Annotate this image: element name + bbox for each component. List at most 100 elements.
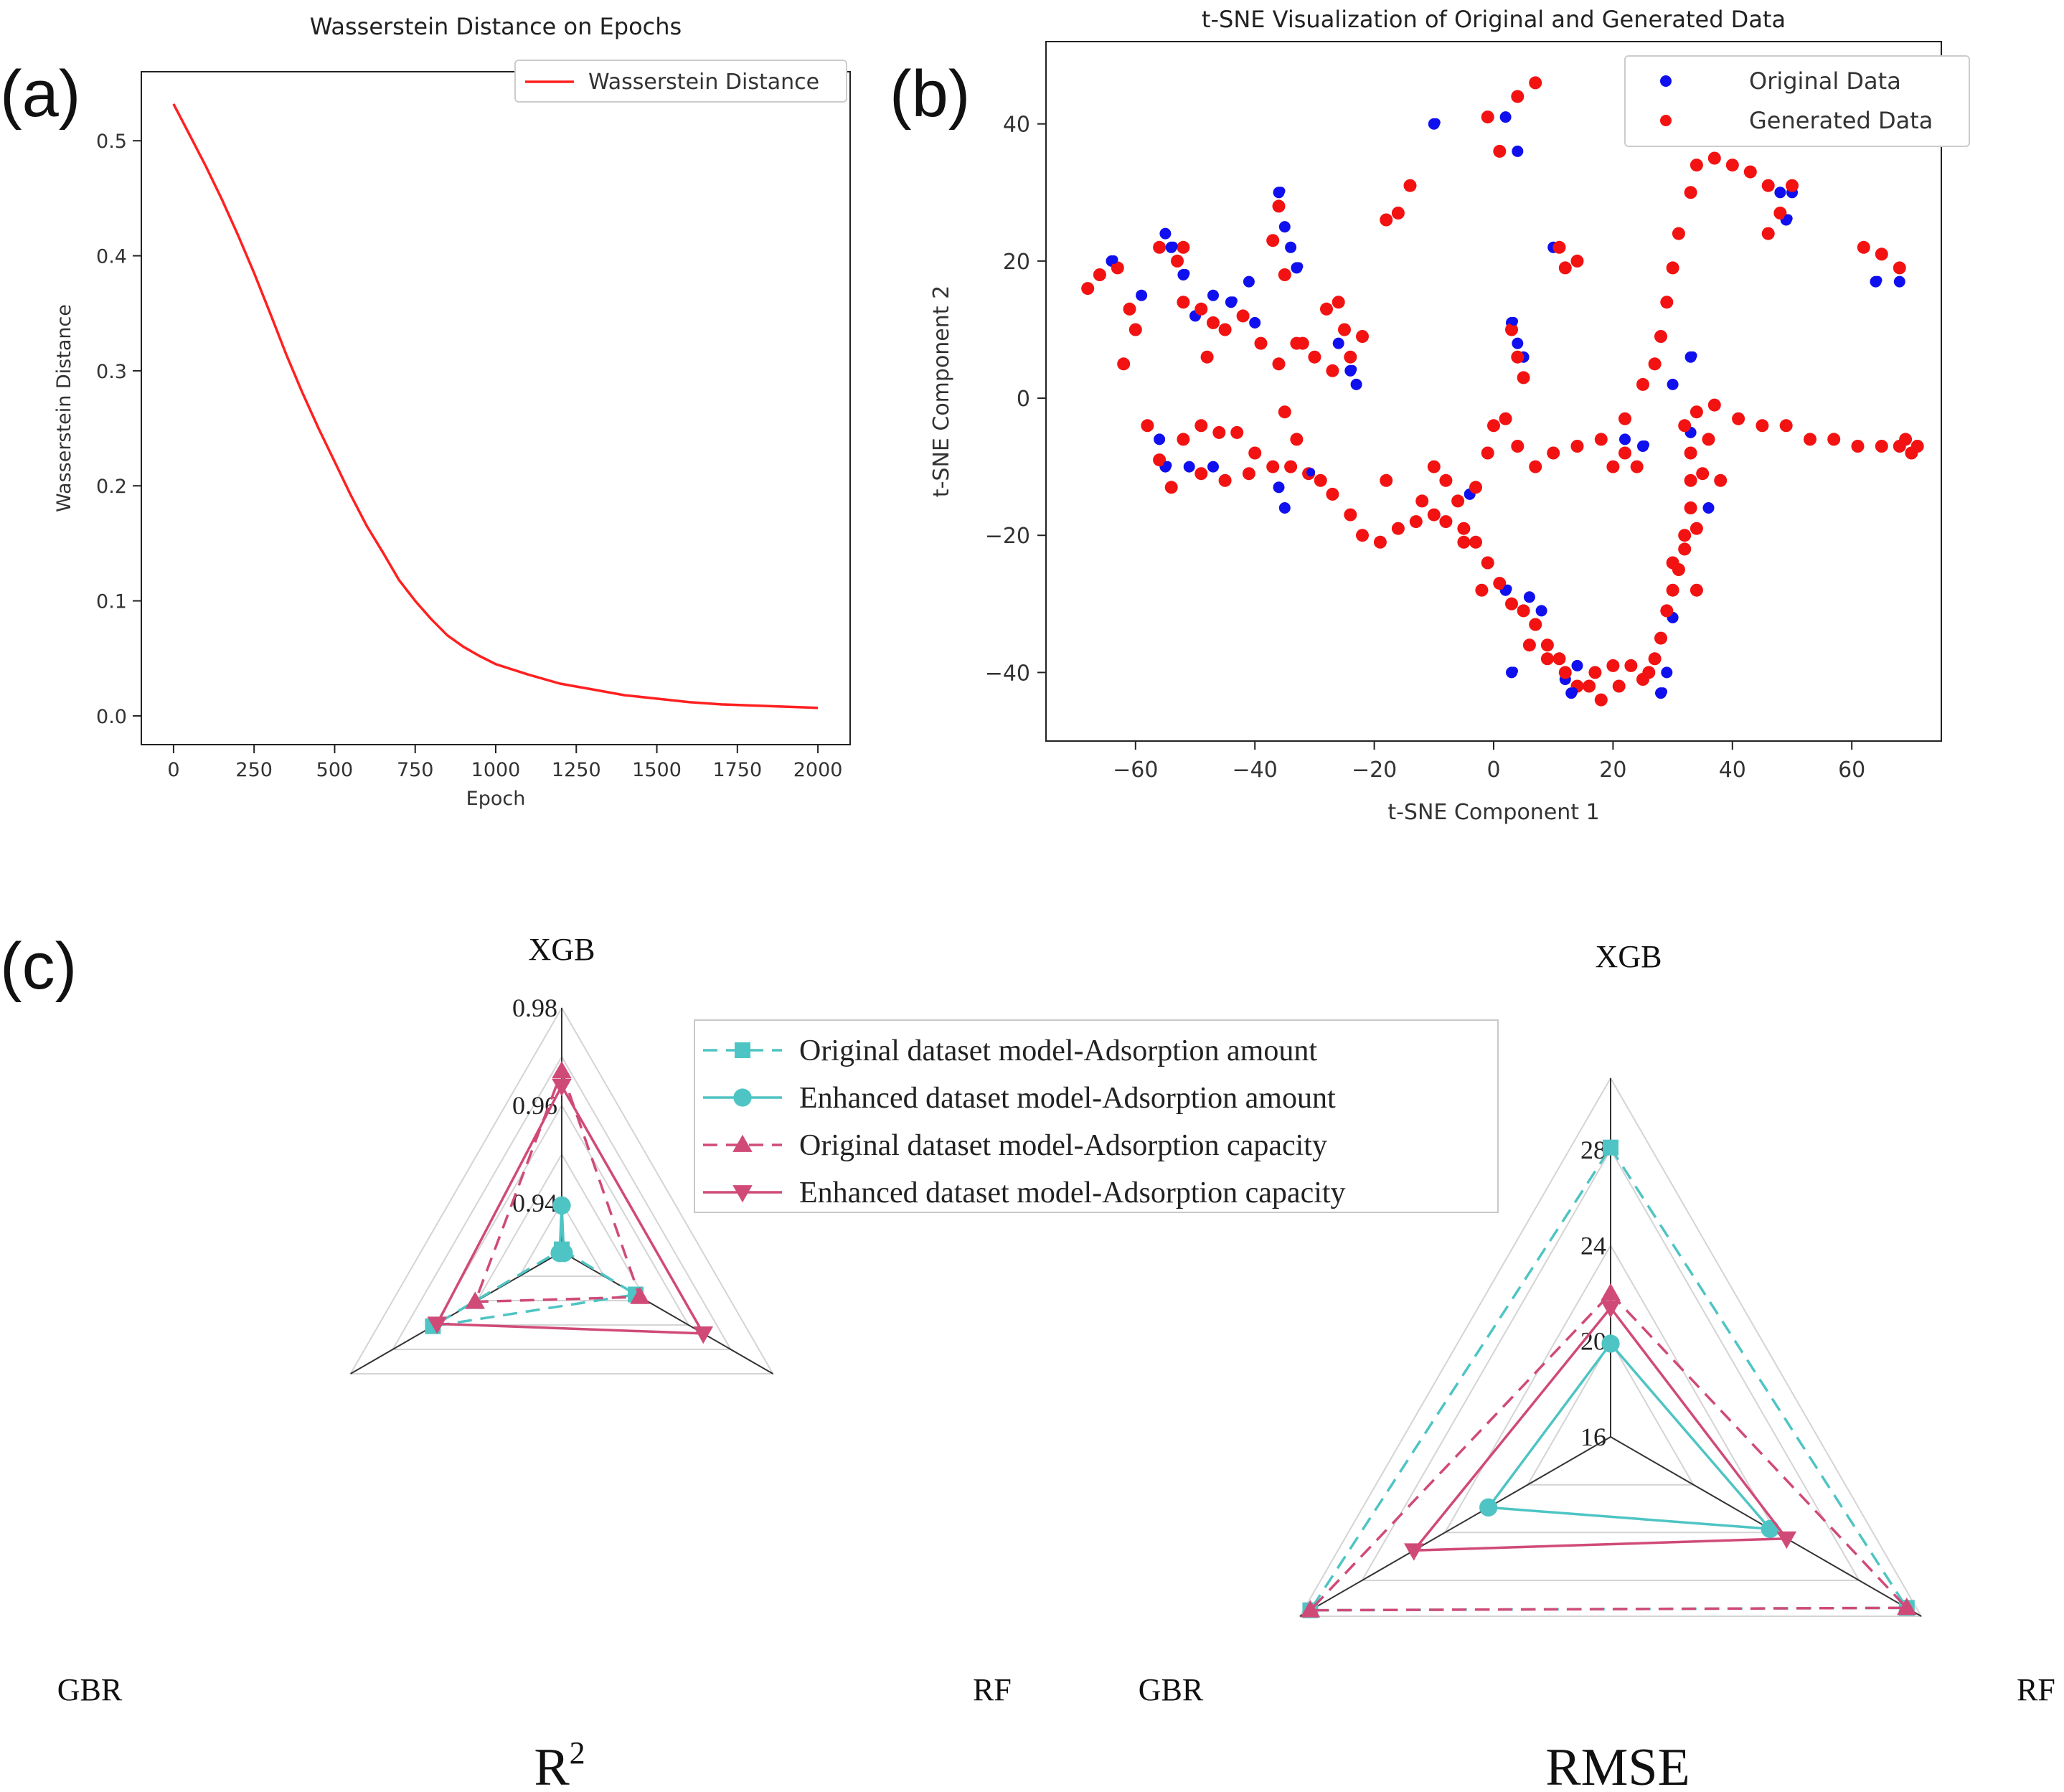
point-generated-data bbox=[1236, 309, 1250, 323]
legend-label: Enhanced dataset model-Adsorption amount bbox=[799, 1082, 1336, 1115]
radar-axis-label: GBR bbox=[1139, 1672, 1204, 1707]
point-generated-data bbox=[1200, 350, 1214, 364]
point-original-data bbox=[1169, 241, 1178, 250]
x-tick-label: 0 bbox=[1486, 758, 1500, 783]
point-original-data bbox=[1659, 687, 1667, 697]
point-generated-data bbox=[1511, 440, 1525, 453]
point-generated-data bbox=[1177, 296, 1190, 309]
point-generated-data bbox=[1338, 323, 1351, 336]
point-generated-data bbox=[1254, 336, 1268, 350]
point-generated-data bbox=[1177, 433, 1190, 446]
point-generated-data bbox=[1487, 419, 1500, 433]
point-original-data bbox=[1183, 461, 1195, 473]
point-generated-data bbox=[1171, 254, 1184, 268]
point-generated-data bbox=[1391, 522, 1405, 535]
radar-series-line bbox=[435, 1085, 705, 1335]
point-generated-data bbox=[1529, 460, 1542, 473]
point-generated-data bbox=[1690, 522, 1703, 535]
point-generated-data bbox=[1194, 419, 1208, 433]
marker-triangle-down bbox=[427, 1316, 448, 1334]
point-generated-data bbox=[1505, 597, 1518, 610]
point-generated-data bbox=[1618, 412, 1631, 425]
point-original-data bbox=[1535, 605, 1547, 617]
panel-label-b: (b) bbox=[890, 57, 970, 131]
legend-swatch-original-data bbox=[1660, 75, 1672, 87]
marker-triangle-down bbox=[1776, 1531, 1797, 1549]
point-generated-data bbox=[1666, 261, 1679, 275]
point-generated-data bbox=[1128, 323, 1142, 336]
y-axis-label: t-SNE Component 2 bbox=[929, 286, 954, 497]
point-generated-data bbox=[1266, 460, 1280, 473]
point-generated-data bbox=[1570, 254, 1584, 268]
point-generated-data bbox=[1654, 330, 1667, 343]
point-generated-data bbox=[1690, 583, 1703, 597]
point-generated-data bbox=[1164, 481, 1178, 494]
point-generated-data bbox=[1194, 467, 1208, 481]
point-generated-data bbox=[1451, 494, 1465, 508]
point-generated-data bbox=[1540, 638, 1554, 652]
y-axis-label: Wasserstein Distance bbox=[53, 304, 75, 512]
point-generated-data bbox=[1684, 501, 1697, 514]
point-generated-data bbox=[1380, 473, 1393, 487]
point-generated-data bbox=[1308, 350, 1321, 364]
point-original-data bbox=[1512, 145, 1524, 157]
point-generated-data bbox=[1678, 542, 1692, 556]
legend-label: Original dataset model-Adsorption amount bbox=[799, 1034, 1317, 1067]
point-generated-data bbox=[1475, 583, 1489, 597]
point-original-data bbox=[1873, 275, 1882, 285]
point-original-data bbox=[1278, 221, 1291, 233]
point-generated-data bbox=[1756, 419, 1769, 433]
point-original-data bbox=[1661, 666, 1673, 679]
point-generated-data bbox=[1326, 364, 1339, 377]
point-generated-data bbox=[1570, 440, 1584, 453]
point-generated-data bbox=[1284, 460, 1298, 473]
point-generated-data bbox=[1678, 529, 1692, 542]
point-generated-data bbox=[1725, 159, 1739, 172]
point-generated-data bbox=[1505, 323, 1518, 336]
point-generated-data bbox=[1761, 179, 1775, 192]
point-generated-data bbox=[1356, 330, 1369, 343]
marker-triangle-up bbox=[1601, 1283, 1621, 1301]
radar-grid-ring bbox=[391, 1055, 732, 1350]
radar-grid-ring bbox=[1299, 1076, 1923, 1617]
x-tick-label: 20 bbox=[1599, 758, 1626, 783]
point-generated-data bbox=[1481, 446, 1494, 460]
point-generated-data bbox=[1522, 638, 1536, 652]
x-axis-label: Epoch bbox=[466, 788, 526, 810]
legend-label-wasserstein: Wasserstein Distance bbox=[588, 70, 819, 95]
point-generated-data bbox=[1875, 247, 1888, 261]
marker-circle bbox=[550, 1244, 569, 1263]
chart-c-r2-radar: 0.94 0.96 0.98 XGB RF GBR R2 bbox=[57, 932, 1012, 1792]
y-tick-label: −20 bbox=[985, 524, 1030, 549]
point-generated-data bbox=[1690, 405, 1703, 419]
point-generated-data bbox=[1380, 213, 1393, 227]
point-original-data bbox=[1159, 227, 1172, 240]
point-generated-data bbox=[1290, 433, 1304, 446]
point-generated-data bbox=[1684, 473, 1697, 487]
chart-a-wasserstein: Wasserstein Distance on Epochs 0 250 500 750… bbox=[53, 13, 851, 810]
point-generated-data bbox=[1457, 522, 1471, 535]
point-original-data bbox=[1332, 337, 1344, 349]
radar-axis-label: GBR bbox=[57, 1672, 123, 1707]
point-generated-data bbox=[1194, 302, 1208, 316]
chart-title: t-SNE Visualization of Original and Gene… bbox=[1202, 6, 1786, 33]
point-generated-data bbox=[1403, 179, 1417, 192]
point-original-data bbox=[1702, 502, 1715, 514]
point-generated-data bbox=[1678, 419, 1692, 433]
point-generated-data bbox=[1827, 433, 1841, 446]
y-tick-label: 0.3 bbox=[96, 361, 127, 383]
radar-title-r2-sup: 2 bbox=[570, 1735, 585, 1770]
legend-box bbox=[514, 60, 847, 103]
point-generated-data bbox=[1511, 350, 1525, 364]
radar-grid-ring bbox=[518, 1202, 605, 1277]
point-generated-data bbox=[1278, 405, 1291, 419]
point-generated-data bbox=[1779, 419, 1793, 433]
point-generated-data bbox=[1612, 679, 1626, 693]
point-original-data bbox=[1512, 337, 1524, 349]
point-original-data bbox=[1207, 289, 1219, 301]
point-generated-data bbox=[1588, 666, 1602, 679]
point-generated-data bbox=[1529, 76, 1542, 90]
point-generated-data bbox=[1409, 515, 1423, 529]
radar-grid-ring bbox=[1360, 1148, 1861, 1581]
point-generated-data bbox=[1666, 583, 1679, 597]
